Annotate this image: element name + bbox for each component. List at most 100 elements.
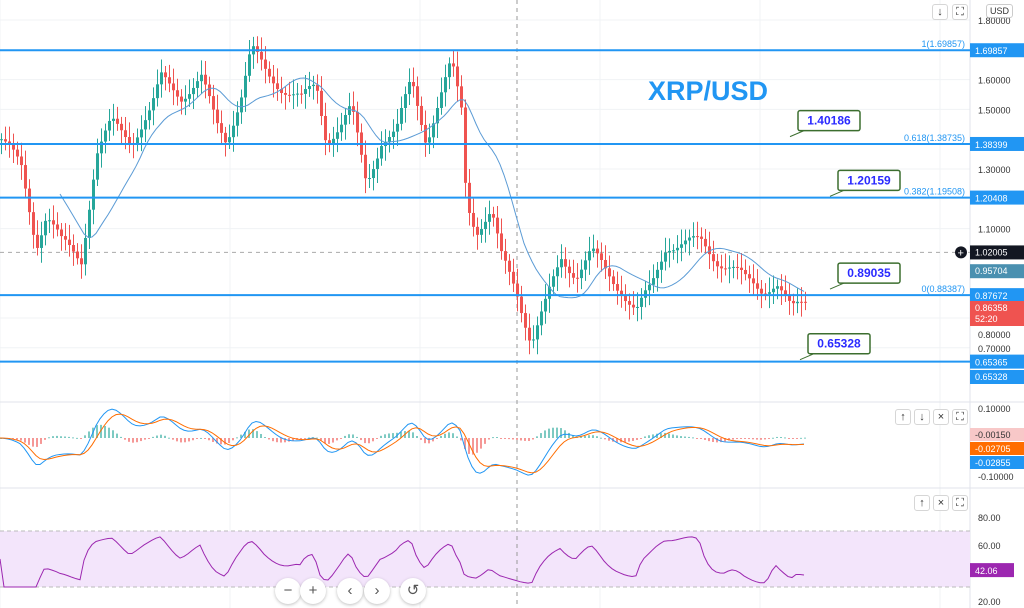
candle-body [472, 212, 475, 227]
candle-body [524, 313, 527, 328]
candle-body [160, 72, 163, 85]
candle-body [236, 112, 239, 126]
candle-body [488, 214, 491, 222]
maximize-icon[interactable]: ⛶ [952, 4, 968, 20]
macd-histogram-bar [640, 438, 642, 439]
candle-body [772, 288, 775, 293]
candle-body [712, 254, 715, 262]
candle-body [568, 266, 571, 274]
macd-histogram-bar [648, 435, 650, 438]
candle-body [168, 77, 171, 84]
macd-histogram-bar [280, 438, 282, 443]
macd-histogram-bar [188, 438, 190, 442]
scroll-left-button[interactable]: ‹ [337, 578, 363, 604]
macd-histogram-bar [568, 432, 570, 438]
candle-body [512, 271, 515, 284]
candle-body [224, 132, 227, 143]
candle-body [708, 246, 711, 255]
candle-body [436, 108, 439, 124]
candle-body [620, 290, 623, 296]
candle-body [368, 178, 371, 180]
macd-close-icon[interactable]: × [933, 409, 949, 425]
macd-histogram-bar [380, 435, 382, 438]
rsi-tick: 60.00 [978, 541, 1001, 551]
candle-body [804, 301, 807, 303]
macd-histogram-bar [432, 438, 434, 442]
price-tick: 1.80000 [978, 16, 1011, 26]
macd-histogram-bar [704, 438, 706, 440]
macd-histogram-bar [476, 438, 478, 453]
macd-histogram-bar [588, 435, 590, 438]
macd-move-down-icon[interactable]: ↓ [914, 409, 930, 425]
rsi-close-icon[interactable]: × [933, 495, 949, 511]
macd-histogram-bar [100, 424, 102, 438]
candle-body [700, 236, 703, 239]
candle-body [444, 77, 447, 93]
macd-histogram-bar [232, 438, 234, 441]
macd-histogram-bar [512, 438, 514, 440]
zoom-out-button[interactable]: − [275, 578, 301, 604]
candle-body [336, 132, 339, 139]
candle-body [760, 288, 763, 294]
candle-body [780, 286, 783, 291]
reset-chart-button[interactable]: ↺ [400, 578, 426, 604]
candle-body [412, 81, 415, 87]
candle-body [308, 86, 311, 90]
macd-histogram-bar [264, 436, 266, 438]
macd-histogram-bar [776, 436, 778, 438]
macd-histogram-bar [524, 438, 526, 441]
macd-value-tag [970, 456, 1024, 469]
macd-histogram-bar [444, 433, 446, 438]
macd-maximize-icon[interactable]: ⛶ [952, 409, 968, 425]
price-tag-text: 0.65365 [975, 358, 1008, 368]
macd-histogram-bar [544, 430, 546, 438]
price-tag [970, 354, 1024, 369]
candle-body [584, 260, 587, 270]
candle-body [52, 220, 55, 225]
zoom-in-button[interactable]: + [300, 578, 326, 604]
macd-histogram-bar [160, 434, 162, 438]
callout-pointer [789, 130, 805, 138]
candle-body [720, 266, 723, 269]
candle-body [364, 154, 367, 179]
candle-body [452, 63, 455, 67]
candle-body [200, 74, 203, 82]
candle-body [420, 105, 423, 125]
scroll-right-button[interactable]: › [364, 578, 390, 604]
arrow-down-icon[interactable]: ↓ [932, 4, 948, 20]
rsi-maximize-icon[interactable]: ⛶ [952, 495, 968, 511]
macd-value-tag [970, 428, 1024, 441]
candle-body [684, 240, 687, 245]
macd-histogram-bar [340, 438, 342, 439]
rsi-value-tag [970, 563, 1014, 578]
rsi-move-up-icon[interactable]: ↑ [914, 495, 930, 511]
candle-body [680, 244, 683, 248]
macd-histogram-bar [596, 436, 598, 438]
candle-body [292, 94, 295, 96]
macd-histogram-bar [36, 438, 38, 447]
price-tick: 1.10000 [978, 225, 1011, 235]
candle-body [596, 248, 599, 254]
macd-histogram-bar [216, 438, 218, 444]
macd-histogram-bar [508, 438, 510, 440]
candle-body [64, 236, 67, 240]
macd-histogram-bar [272, 438, 274, 442]
macd-histogram-bar [680, 436, 682, 438]
macd-histogram-bar [608, 438, 610, 441]
macd-histogram-bar [76, 437, 78, 439]
macd-move-up-icon[interactable]: ↑ [895, 409, 911, 425]
macd-histogram-bar [688, 436, 690, 438]
price-tag-text: 1.38399 [975, 140, 1008, 150]
macd-tick: 0.10000 [978, 404, 1011, 414]
fib-level-label: 1(1.69857) [921, 39, 965, 49]
currency-badge[interactable]: USD [986, 4, 1014, 18]
candle-body [300, 93, 303, 95]
macd-histogram-bar [116, 433, 118, 438]
candle-body [504, 251, 507, 261]
macd-histogram-bar [800, 437, 802, 439]
macd-histogram-bar [248, 429, 250, 438]
macd-histogram-bar [580, 436, 582, 438]
candle-body [380, 146, 383, 159]
macd-histogram-bar [400, 431, 402, 438]
